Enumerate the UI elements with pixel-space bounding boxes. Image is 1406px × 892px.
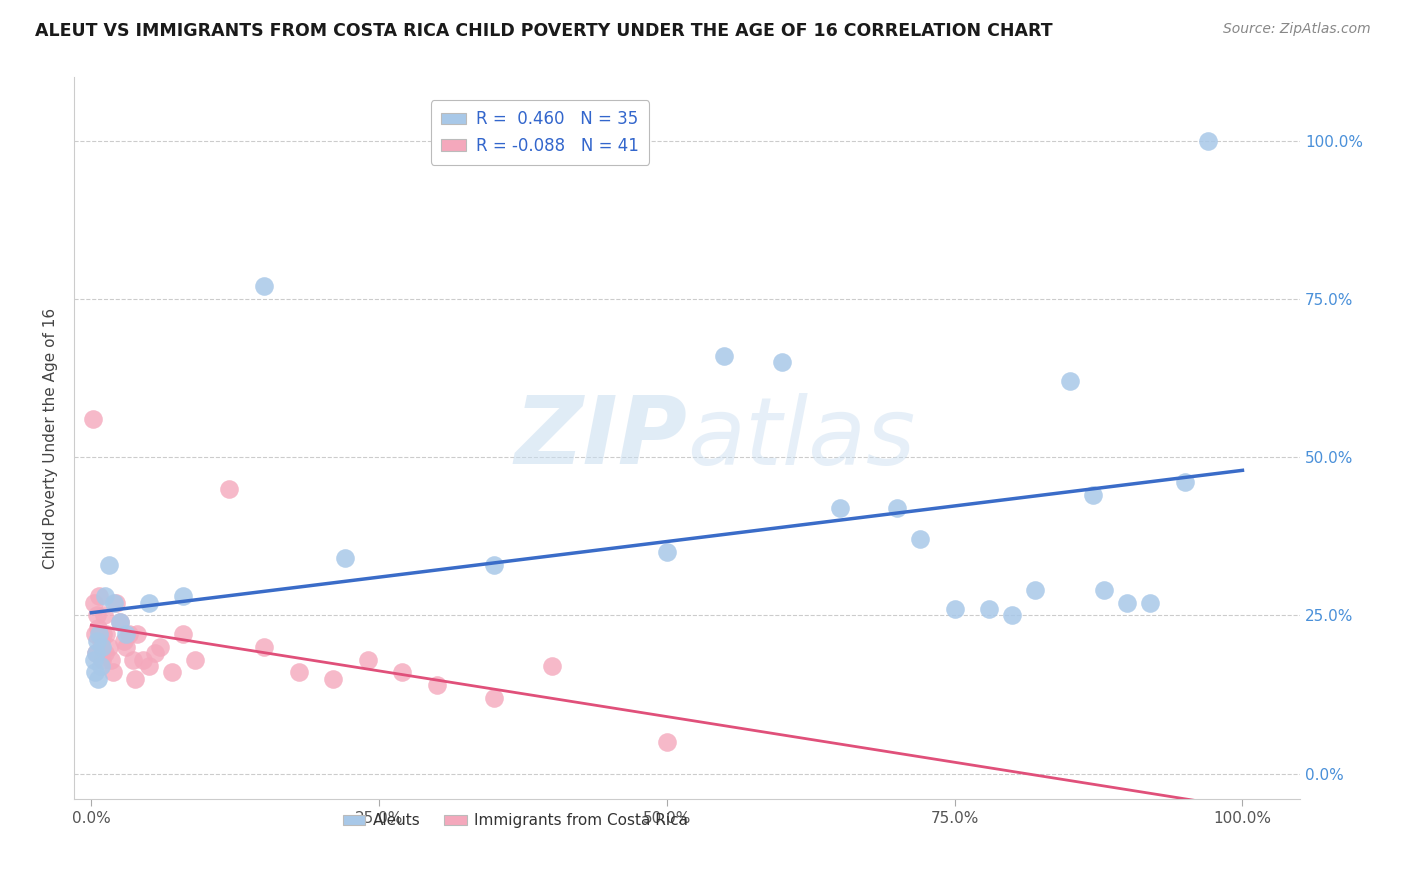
Point: [540, 659, 562, 673]
Point: [94, 590, 117, 604]
Point: [86, 633, 108, 648]
Point: [90, 640, 112, 654]
Point: [87, 672, 110, 686]
Point: [1024, 582, 1046, 597]
Point: [100, 652, 122, 666]
Point: [322, 672, 344, 686]
Point: [484, 558, 506, 572]
Point: [108, 615, 131, 629]
Point: [94, 646, 117, 660]
Point: [655, 735, 678, 749]
Point: [713, 349, 735, 363]
Point: [93, 608, 115, 623]
Point: [83, 652, 105, 666]
Text: ZIP: ZIP: [515, 392, 688, 484]
Point: [253, 279, 276, 293]
Point: [104, 596, 127, 610]
Point: [908, 533, 931, 547]
Point: [97, 640, 120, 654]
Point: [83, 665, 105, 680]
Text: ALEUT VS IMMIGRANTS FROM COSTA RICA CHILD POVERTY UNDER THE AGE OF 16 CORRELATIO: ALEUT VS IMMIGRANTS FROM COSTA RICA CHIL…: [35, 22, 1053, 40]
Point: [1001, 608, 1024, 623]
Point: [655, 545, 678, 559]
Point: [83, 627, 105, 641]
Point: [1116, 596, 1139, 610]
Point: [84, 646, 107, 660]
Point: [172, 590, 194, 604]
Point: [91, 627, 114, 641]
Point: [86, 608, 108, 623]
Legend: Aleuts, Immigrants from Costa Rica: Aleuts, Immigrants from Costa Rica: [336, 807, 695, 835]
Point: [426, 678, 449, 692]
Point: [115, 640, 138, 654]
Point: [82, 412, 104, 426]
Point: [828, 500, 851, 515]
Point: [103, 596, 125, 610]
Point: [253, 640, 276, 654]
Point: [89, 590, 111, 604]
Point: [132, 652, 155, 666]
Point: [770, 355, 793, 369]
Point: [979, 602, 1001, 616]
Point: [89, 627, 111, 641]
Point: [103, 665, 125, 680]
Point: [90, 633, 112, 648]
Point: [172, 627, 194, 641]
Point: [218, 482, 240, 496]
Point: [115, 627, 138, 641]
Text: atlas: atlas: [688, 392, 915, 483]
Point: [356, 652, 378, 666]
Point: [160, 665, 183, 680]
Point: [87, 621, 110, 635]
Point: [84, 646, 107, 660]
Point: [90, 659, 112, 673]
Point: [1174, 475, 1197, 490]
Y-axis label: Child Poverty Under the Age of 16: Child Poverty Under the Age of 16: [44, 308, 58, 569]
Point: [1059, 374, 1081, 388]
Point: [391, 665, 413, 680]
Point: [886, 500, 908, 515]
Text: Source: ZipAtlas.com: Source: ZipAtlas.com: [1223, 22, 1371, 37]
Point: [1092, 582, 1115, 597]
Point: [124, 672, 146, 686]
Point: [83, 596, 105, 610]
Point: [138, 596, 160, 610]
Point: [112, 633, 135, 648]
Point: [108, 615, 131, 629]
Point: [90, 652, 112, 666]
Point: [1197, 134, 1219, 148]
Point: [1081, 488, 1104, 502]
Point: [287, 665, 309, 680]
Point: [1139, 596, 1161, 610]
Point: [121, 652, 143, 666]
Point: [118, 627, 141, 641]
Point: [143, 646, 166, 660]
Point: [943, 602, 966, 616]
Point: [484, 690, 506, 705]
Point: [96, 627, 118, 641]
Point: [138, 659, 160, 673]
Point: [97, 558, 120, 572]
Point: [127, 627, 149, 641]
Point: [149, 640, 172, 654]
Point: [184, 652, 207, 666]
Point: [333, 551, 356, 566]
